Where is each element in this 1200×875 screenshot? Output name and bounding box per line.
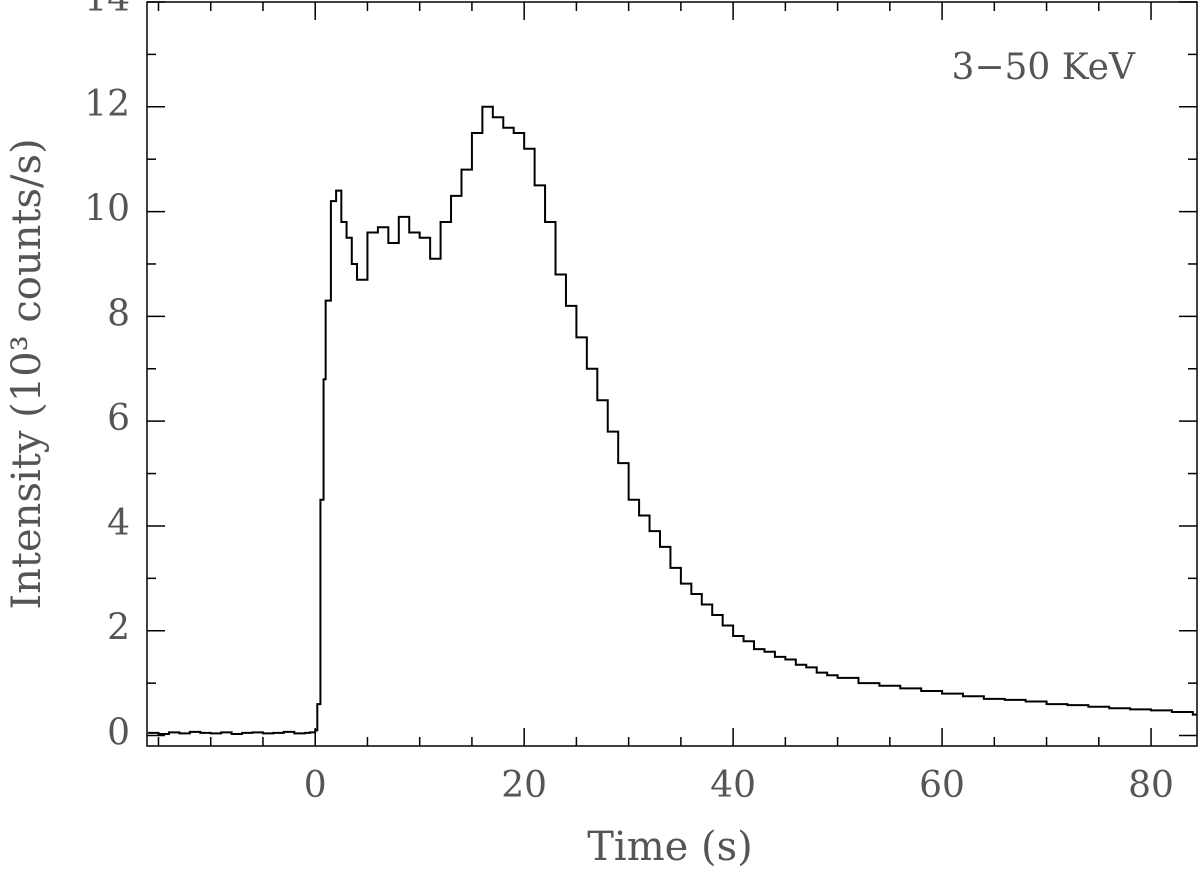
y-tick-label: 10 <box>84 189 130 230</box>
y-tick-label: 12 <box>84 84 130 125</box>
x-tick-label: 60 <box>919 765 965 806</box>
y-tick-label: 6 <box>107 398 130 439</box>
x-tick-label: 0 <box>304 765 327 806</box>
light-curve <box>148 105 1197 735</box>
x-tick-label: 20 <box>501 765 547 806</box>
y-tick-label: 14 <box>84 0 130 20</box>
y-tick-label: 4 <box>107 503 130 544</box>
annotation: 3−50 KeV <box>951 47 1136 88</box>
y-tick-label: 8 <box>107 293 130 334</box>
y-axis-label: Intensity (10³ counts/s) <box>4 138 50 609</box>
y-tick-label: 2 <box>107 608 130 649</box>
plot-frame <box>146 1 1198 747</box>
x-tick-label: 40 <box>710 765 756 806</box>
x-axis-label: Time (s) <box>587 824 753 870</box>
y-tick-label: 0 <box>107 713 130 754</box>
x-tick-label: 80 <box>1128 765 1174 806</box>
